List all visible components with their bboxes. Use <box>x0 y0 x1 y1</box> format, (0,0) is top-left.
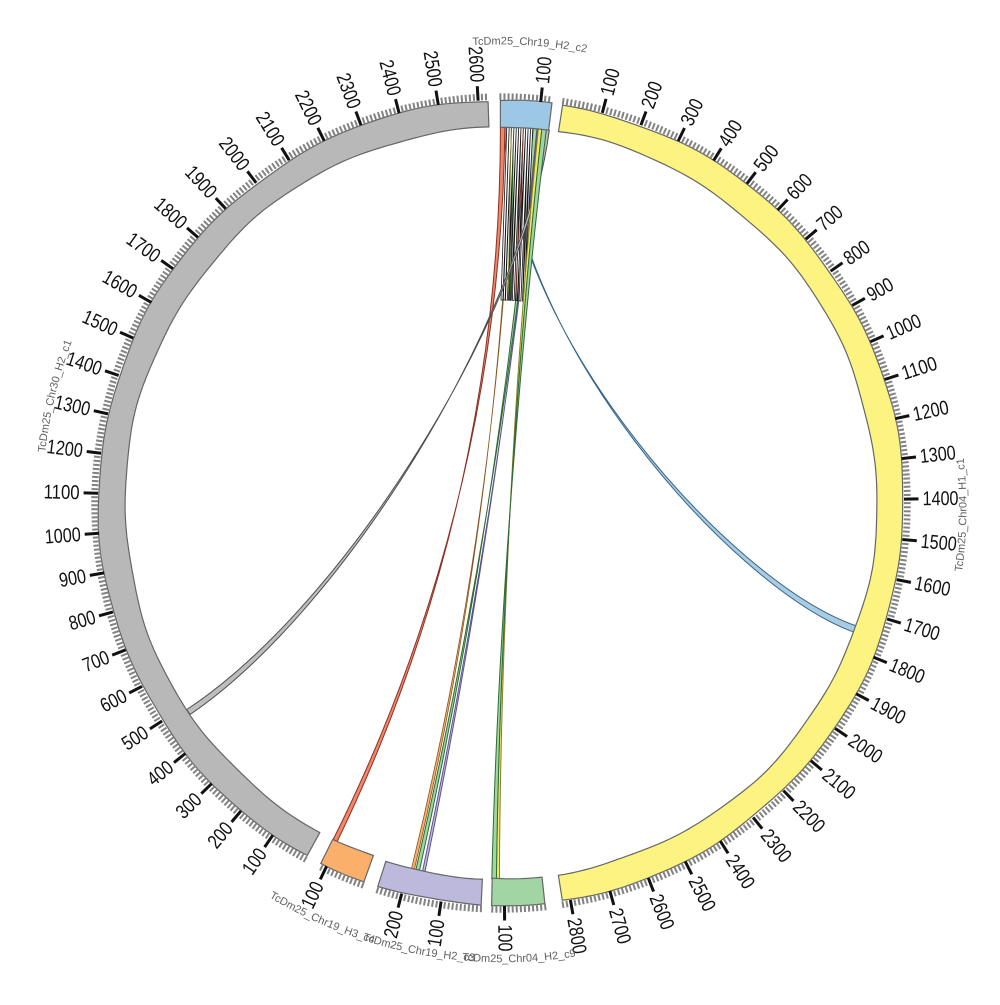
svg-text:2600: 2600 <box>464 46 488 83</box>
svg-text:1200: 1200 <box>46 436 84 462</box>
svg-text:100: 100 <box>424 918 450 948</box>
svg-text:1000: 1000 <box>44 524 82 549</box>
svg-text:900: 900 <box>57 566 87 592</box>
svg-text:1400: 1400 <box>922 488 958 510</box>
svg-text:100: 100 <box>532 56 557 85</box>
svg-text:TcDm25_Chr04_H1_c1: TcDm25_Chr04_H1_c1 <box>953 458 969 573</box>
svg-text:1500: 1500 <box>920 531 958 556</box>
svg-text:1100: 1100 <box>43 481 80 504</box>
svg-text:2500: 2500 <box>419 49 446 88</box>
svg-text:1300: 1300 <box>919 442 957 468</box>
svg-text:100: 100 <box>493 924 515 951</box>
